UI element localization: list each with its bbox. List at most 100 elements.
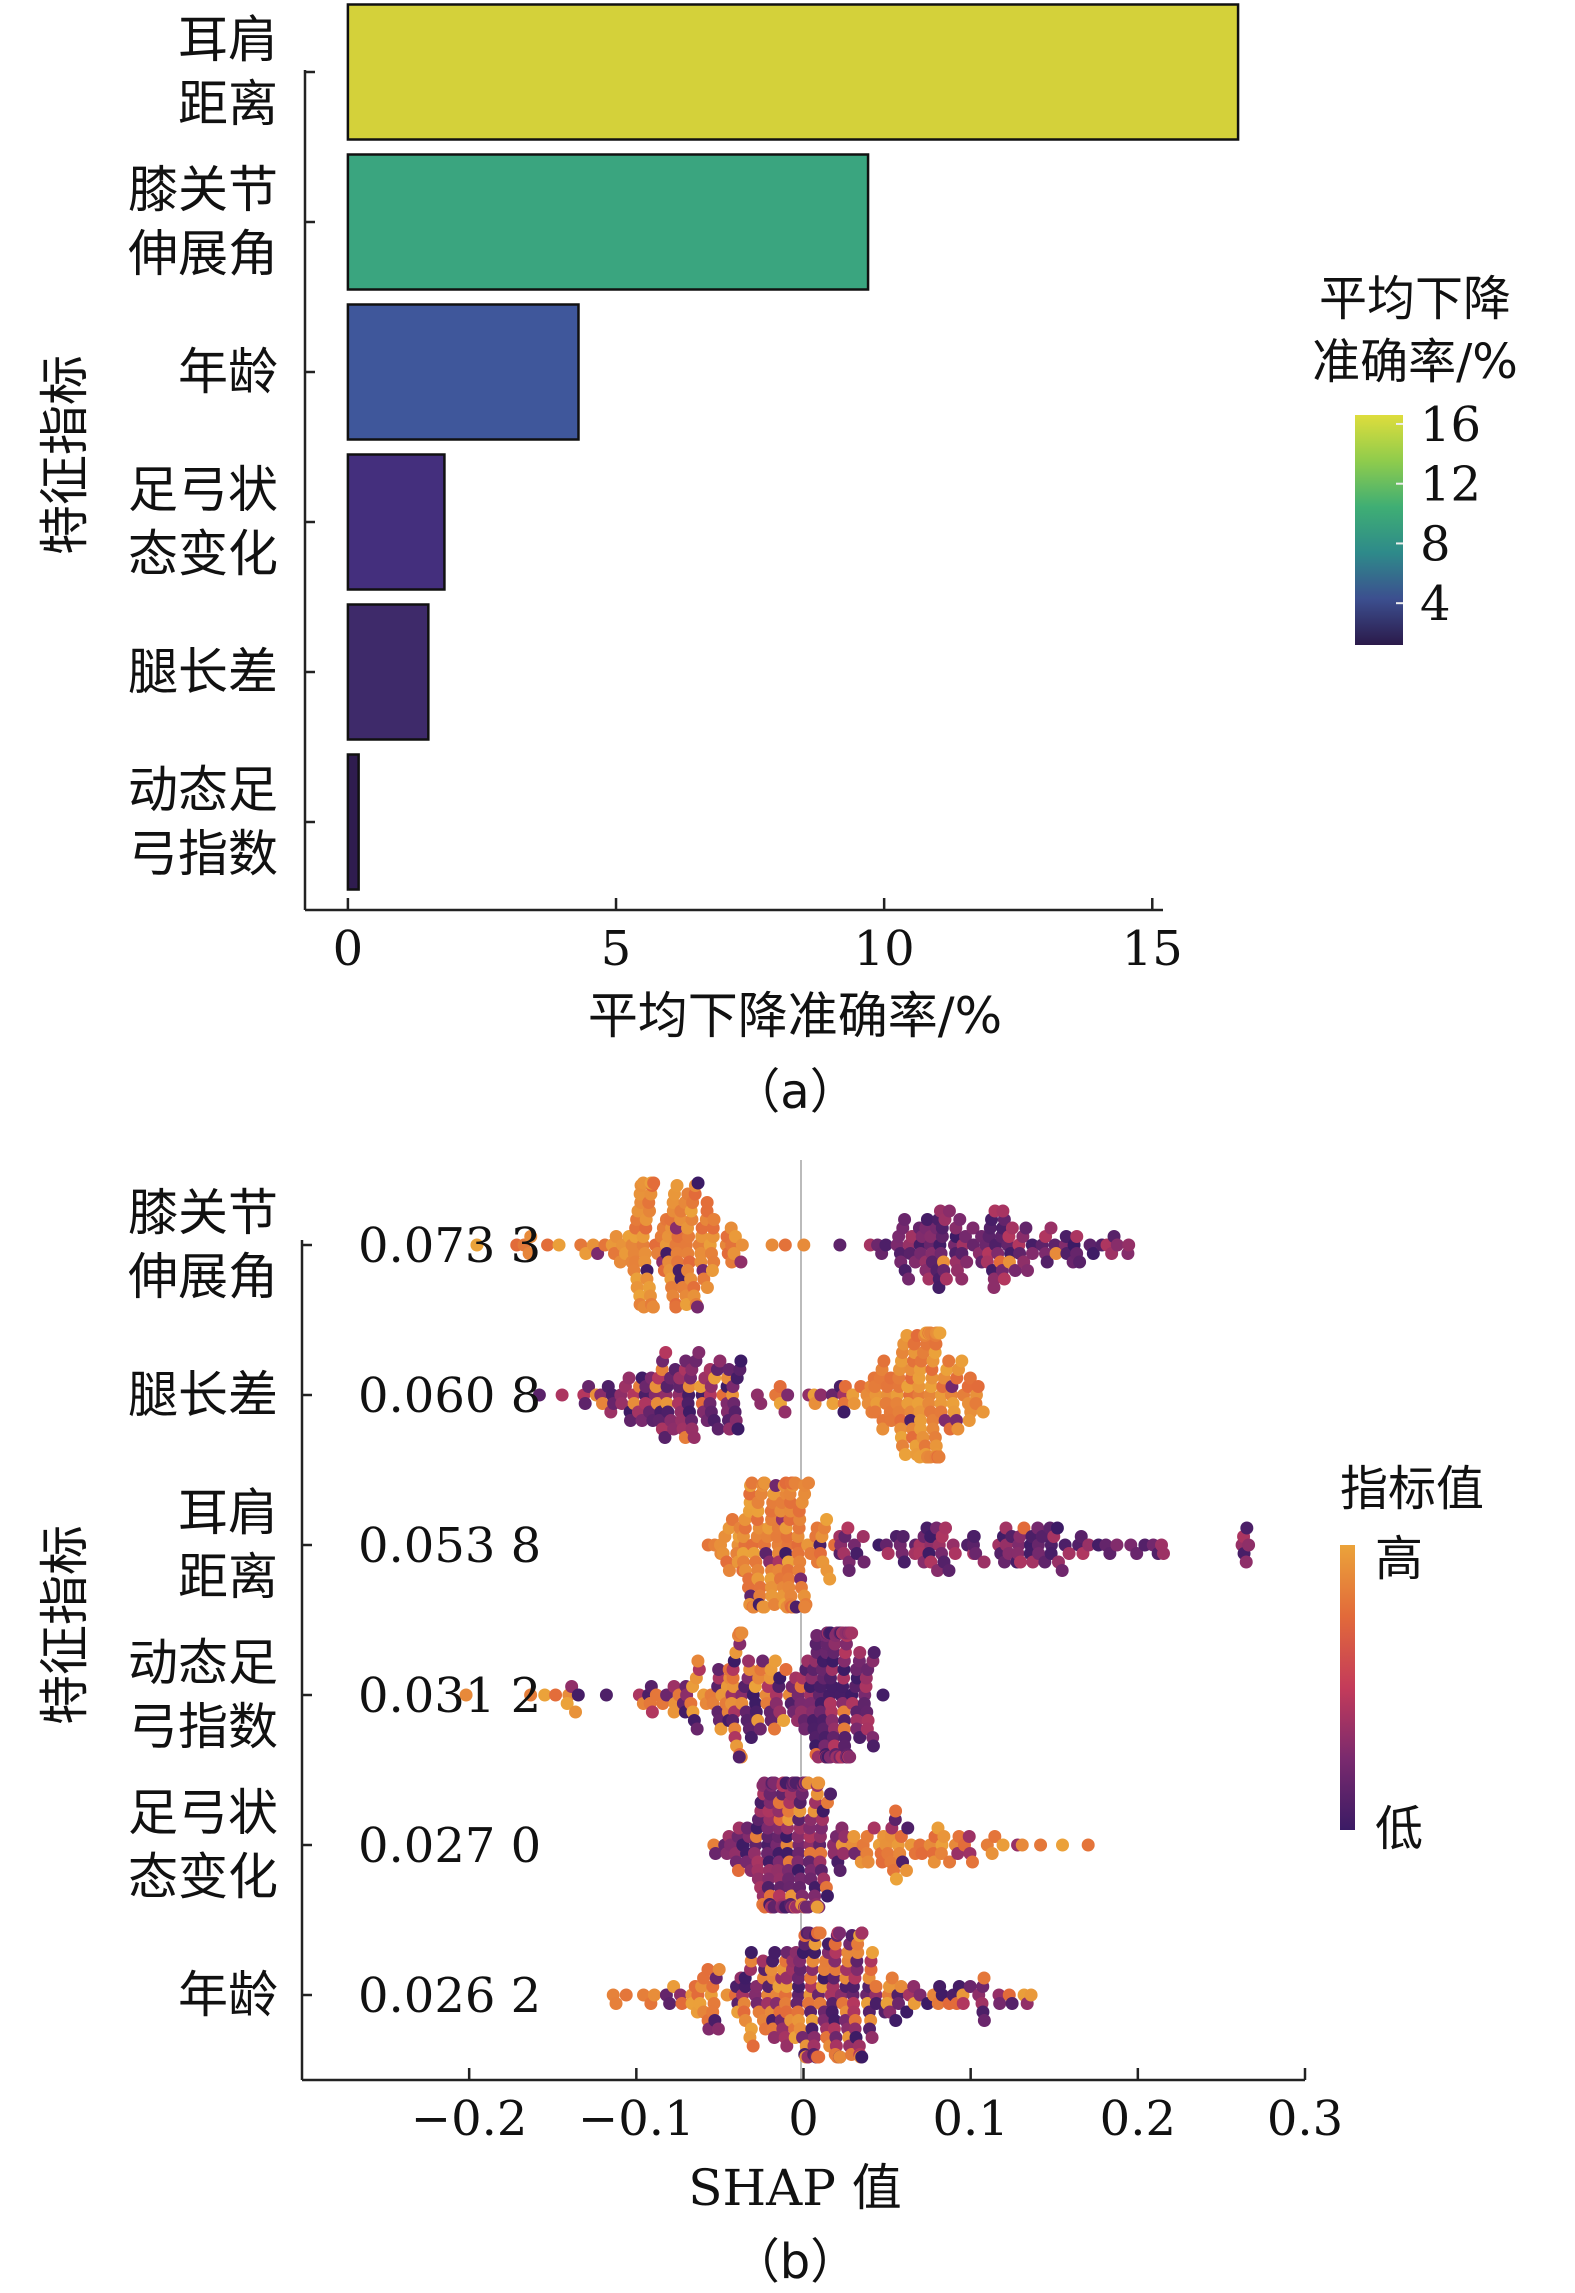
shap-point [811, 2050, 825, 2064]
importance-value: 0.031 2 [358, 1668, 541, 1724]
x-tick-label: 5 [601, 921, 632, 977]
panel-label-b: （b） [732, 2234, 858, 2290]
shap-point [969, 1547, 983, 1560]
shap-point [549, 1688, 563, 1702]
x-tick-label: 10 [854, 921, 915, 977]
shap-point [856, 1530, 870, 1543]
shap-point [953, 1213, 967, 1226]
shap-point [732, 1750, 746, 1764]
colorbar-high-label: 高 [1375, 1531, 1423, 1587]
y-tick-label: 伸展角 [128, 225, 278, 283]
shap-point [876, 1422, 890, 1436]
shap-point [977, 1971, 991, 1985]
x-tick-label: 0.1 [932, 2091, 1008, 2147]
shap-point [955, 1354, 969, 1368]
shap-point [744, 1731, 758, 1744]
shap-point [756, 1954, 770, 1968]
shap-point [522, 1247, 536, 1260]
feature-label: 距离 [178, 1548, 278, 1606]
shap-point [869, 1980, 883, 1993]
colorbar-gradient [1355, 415, 1403, 645]
colorbar-b: 指标值 高 低 [1340, 1461, 1484, 1857]
shap-point [579, 1247, 593, 1260]
shap-point [637, 1988, 651, 2002]
shap-point [670, 1179, 684, 1192]
feature-label: 伸展角 [128, 1248, 278, 1306]
shap-point [767, 2031, 781, 2044]
shap-point [635, 1414, 649, 1427]
shap-point [705, 1264, 719, 1277]
shap-point [725, 1513, 739, 1526]
shap-point [855, 1926, 869, 1940]
shap-point [956, 1997, 970, 2010]
shap-point [675, 1997, 689, 2010]
shap-point [988, 1830, 1002, 1843]
shap-point [691, 1654, 705, 1668]
y-tick-label: 足弓状 [128, 461, 278, 519]
shap-point [700, 1281, 714, 1294]
shap-point [1055, 1564, 1069, 1577]
shap-point [814, 1388, 828, 1402]
shap-point [965, 1855, 979, 1869]
colorbar-title-line-2: 准确率/% [1312, 334, 1518, 390]
colorbar-tick-label: 8 [1420, 516, 1451, 572]
shap-point [833, 1238, 847, 1252]
y-tick-label: 态变化 [128, 525, 278, 583]
shap-point [820, 1889, 834, 1903]
y-tick-label: 弓指数 [128, 825, 278, 883]
colorbar-low-label: 低 [1375, 1801, 1423, 1857]
shap-point [591, 1247, 605, 1260]
bar-4 [346, 603, 430, 741]
shap-point [901, 1821, 915, 1835]
shap-point [663, 1997, 677, 2010]
shap-point [1059, 1230, 1073, 1243]
importance-value: 0.073 3 [358, 1218, 541, 1274]
shap-point [709, 1847, 723, 1860]
beeswarm-points [459, 1176, 1256, 2064]
colorbar-tick-label: 12 [1420, 457, 1481, 513]
shap-point [798, 1600, 812, 1614]
shap-point [660, 1688, 674, 1702]
shap-point [669, 1300, 683, 1314]
shap-point [578, 1397, 592, 1410]
shap-point [690, 1300, 704, 1314]
x-tick-label: 0 [788, 2091, 819, 2147]
shap-point [842, 1564, 856, 1577]
shap-point [955, 1272, 969, 1286]
shap-point [753, 1722, 767, 1736]
shap-point [853, 1731, 867, 1744]
y-tick-label: 耳肩 [178, 11, 278, 69]
shap-point [847, 1397, 861, 1410]
shap-point [1110, 1538, 1124, 1552]
shap-point [667, 1705, 681, 1719]
shap-point [1055, 1838, 1069, 1852]
shap-point [894, 1980, 908, 1993]
shap-point [758, 1476, 772, 1490]
shap-point [777, 1714, 791, 1727]
shap-point [996, 1204, 1010, 1218]
shap-point [1044, 1547, 1058, 1560]
shap-point [900, 1329, 914, 1342]
shap-point [532, 1388, 546, 1402]
shap-point [898, 1448, 912, 1461]
x-axis-label: 平均下降准确率/% [588, 987, 1002, 1045]
shap-point [985, 1847, 999, 1860]
shap-point [692, 1346, 706, 1359]
shap-point [754, 1397, 768, 1410]
shap-point [884, 1414, 898, 1427]
shap-point [1242, 1538, 1256, 1552]
shap-point [1005, 1221, 1019, 1235]
shap-point [976, 1405, 990, 1419]
shap-point [889, 1804, 903, 1818]
shap-point [997, 1272, 1011, 1286]
shap-point [823, 1572, 837, 1586]
shap-point [735, 1626, 749, 1640]
shap-point [687, 1431, 701, 1444]
shap-point [767, 1598, 781, 1611]
shap-point [943, 1855, 957, 1869]
shap-point [690, 1722, 704, 1736]
shap-point [1074, 1530, 1088, 1543]
shap-point [876, 1688, 890, 1702]
